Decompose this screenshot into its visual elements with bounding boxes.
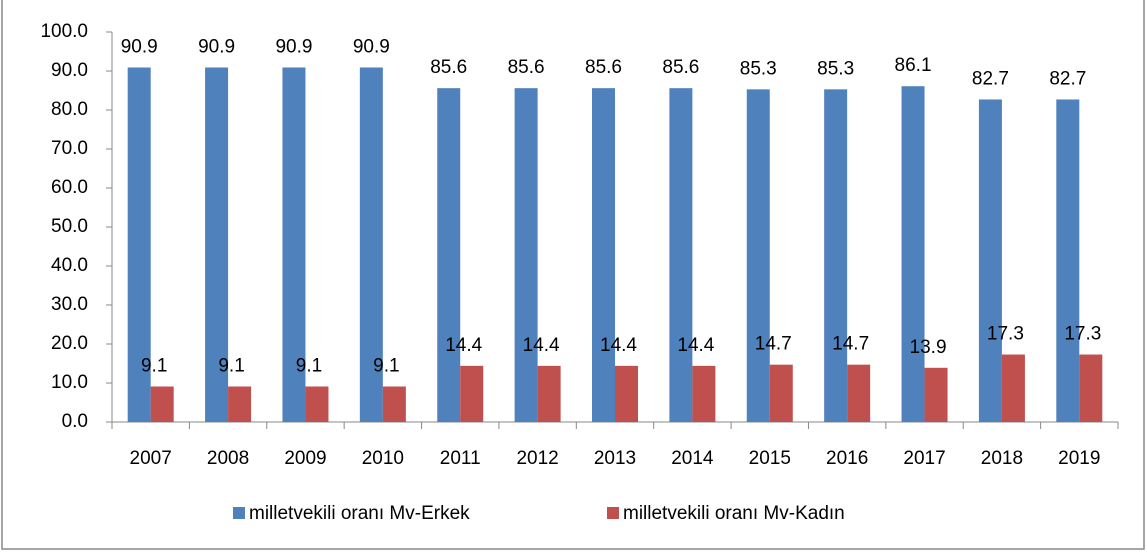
legend-swatch (607, 507, 619, 519)
x-tick-label: 2009 (284, 448, 326, 469)
bar (359, 67, 383, 423)
bar (824, 89, 848, 422)
bar (669, 88, 693, 422)
data-label: 85.3 (740, 58, 777, 79)
bar (592, 88, 615, 422)
bar (746, 89, 770, 422)
data-label: 17.3 (987, 324, 1024, 345)
legend-swatch (233, 507, 245, 519)
legend-label: milletvekili oranı Mv-Erkek (249, 503, 470, 524)
data-label: 85.6 (585, 57, 622, 78)
y-tick-label: 10.0 (51, 372, 88, 393)
bar (127, 67, 151, 423)
data-label: 85.3 (817, 58, 854, 79)
y-tick-label: 50.0 (51, 216, 88, 237)
data-label: 9.1 (218, 356, 244, 377)
bar (978, 99, 1002, 422)
bar (615, 365, 638, 422)
data-label: 14.4 (445, 335, 482, 356)
y-tick-label: 100.0 (40, 21, 88, 42)
data-label: 90.9 (353, 37, 390, 58)
y-tick-label: 20.0 (51, 333, 88, 354)
data-label: 14.7 (755, 334, 792, 355)
bar (437, 88, 461, 422)
data-label: 14.4 (600, 335, 637, 356)
x-tick-label: 2018 (981, 448, 1023, 469)
data-label: 85.6 (430, 57, 467, 78)
x-tick-label: 2008 (207, 448, 249, 469)
bar (692, 365, 716, 422)
x-tick-label: 2017 (903, 448, 945, 469)
data-label: 14.4 (677, 335, 714, 356)
y-tick-label: 60.0 (51, 177, 88, 198)
data-label: 14.4 (523, 335, 560, 356)
x-tick-label: 2013 (594, 448, 636, 469)
x-tick-label: 2011 (440, 448, 481, 469)
data-label: 17.3 (1064, 324, 1101, 345)
data-label: 82.7 (1049, 68, 1086, 89)
bar (205, 67, 229, 423)
bar (305, 386, 329, 422)
data-label: 90.9 (198, 37, 235, 58)
y-tick-label: 70.0 (51, 138, 88, 159)
y-tick-label: 30.0 (51, 294, 88, 315)
legend-label: milletvekili oranı Mv-Kadın (623, 503, 845, 524)
bar (1079, 354, 1103, 422)
bar (1001, 354, 1025, 422)
bar (150, 386, 174, 422)
data-label: 85.6 (662, 57, 699, 78)
y-tick-label: 40.0 (51, 255, 88, 276)
bar (924, 367, 948, 422)
data-label: 9.1 (296, 356, 322, 377)
bar (382, 386, 406, 422)
y-tick-label: 0.0 (62, 411, 88, 432)
bar (1056, 99, 1080, 422)
x-tick-label: 2012 (516, 448, 558, 469)
bar (514, 88, 538, 422)
bar (769, 364, 793, 422)
x-tick-label: 2014 (671, 448, 714, 469)
x-tick-label: 2019 (1058, 448, 1100, 469)
data-label: 14.7 (832, 334, 869, 355)
y-tick-label: 80.0 (51, 99, 88, 120)
x-tick-label: 2015 (749, 448, 791, 469)
data-label: 82.7 (972, 68, 1009, 89)
data-label: 13.9 (910, 337, 947, 358)
data-label: 90.9 (121, 37, 158, 58)
bar (847, 364, 871, 422)
data-label: 9.1 (141, 356, 167, 377)
x-tick-label: 2007 (130, 448, 172, 469)
bar (460, 365, 484, 422)
x-tick-label: 2016 (826, 448, 868, 469)
bar (901, 86, 925, 423)
y-tick-label: 90.0 (51, 60, 88, 81)
data-label: 9.1 (373, 356, 399, 377)
bar (537, 365, 561, 422)
x-tick-label: 2010 (362, 448, 404, 469)
bar (282, 67, 306, 423)
data-label: 85.6 (508, 57, 545, 78)
data-label: 86.1 (895, 55, 932, 76)
bar (228, 386, 252, 422)
data-label: 90.9 (275, 37, 312, 58)
